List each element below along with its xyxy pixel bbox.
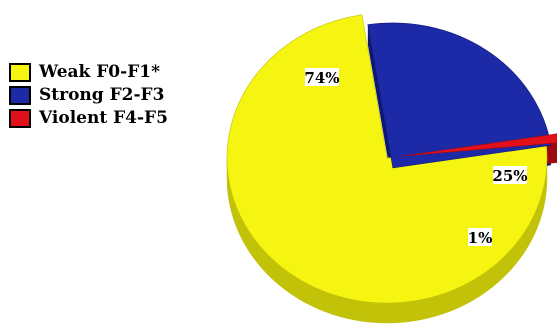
legend-swatch-strong [9,86,31,105]
legend-item-violent: Violent F4-F5 [9,107,209,129]
svg-text:1%: 1% [468,229,493,247]
data-label-violent: 1% [468,228,493,247]
data-label-weak: 74% [304,68,340,87]
legend-swatch-violent [9,109,31,128]
legend-label-violent: Violent F4-F5 [39,108,168,128]
legend-label-strong: Strong F2-F3 [39,85,165,105]
chart-legend: Weak F0-F1* Strong F2-F3 Violent F4-F5 [9,61,209,130]
svg-text:74%: 74% [304,69,339,87]
pie-data-labels: 74% 25% 1% [304,68,528,247]
pie-slice-weak [226,14,548,304]
pie-slice-strong [367,22,552,169]
legend-item-weak: Weak F0-F1* [9,61,209,83]
legend-swatch-weak [9,63,31,82]
pie-cut-wall-strong-0 [367,24,393,188]
svg-text:25%: 25% [492,167,527,185]
data-label-strong: 25% [492,166,528,185]
pie-slice-violent [400,133,557,157]
pie-top-faces [226,14,557,304]
legend-item-strong: Strong F2-F3 [9,84,209,106]
legend-label-weak: Weak F0-F1* [39,62,160,82]
